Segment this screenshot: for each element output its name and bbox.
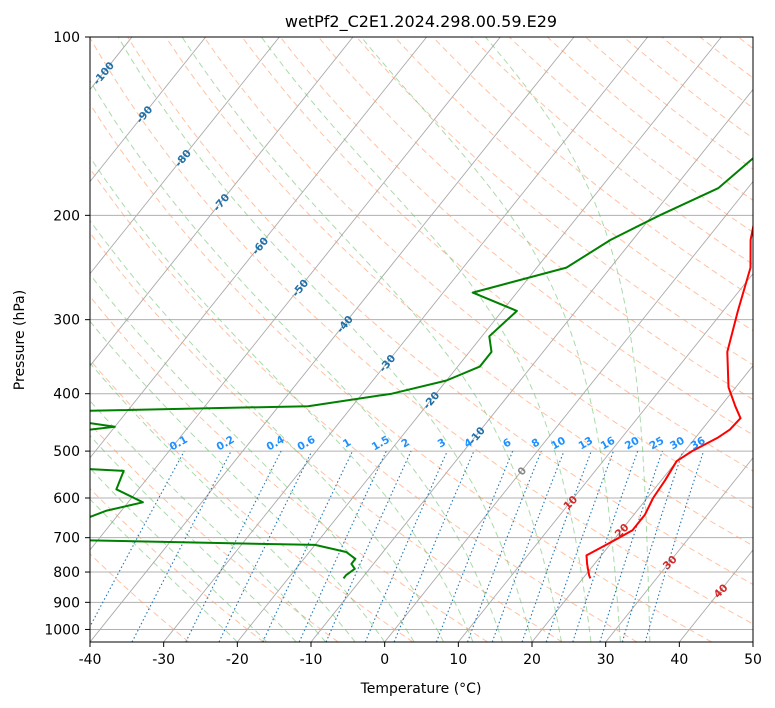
- moist-adiabat-line: [117, 37, 533, 642]
- mixing-ratio-line: [599, 450, 663, 642]
- isotherm-line: [163, 37, 649, 642]
- dry-adiabat-lines: [90, 37, 753, 642]
- mixing-ratio-line: [218, 450, 313, 642]
- isotherm-line: [384, 180, 753, 642]
- plot-background: [90, 37, 753, 642]
- dry-adiabat-line: [90, 295, 488, 642]
- dry-adiabat-line: [90, 102, 712, 642]
- y-tick-label: 800: [53, 565, 80, 581]
- moist-adiabat-line: [485, 37, 651, 642]
- x-tick-label: -30: [152, 652, 175, 668]
- plot-frame: [89, 36, 754, 643]
- isotherm-line: [90, 37, 207, 183]
- moist-adiabat-line: [90, 156, 474, 642]
- dry-adiabat-line: [203, 37, 753, 509]
- x-tick-label: 30: [597, 652, 615, 668]
- dry-adiabat-line: [90, 423, 339, 642]
- mixing-ratio-line: [90, 450, 185, 628]
- mixing-ratio-line: [364, 450, 448, 642]
- y-axis-label: Pressure (hPa): [12, 290, 28, 390]
- moist-adiabat-line: [90, 219, 445, 642]
- isotherm-line: [90, 37, 280, 275]
- x-tick-label: -10: [300, 652, 323, 668]
- x-tick-label: 20: [523, 652, 541, 668]
- moist-adiabat-line: [181, 37, 562, 642]
- moist-adiabat-line: [90, 320, 386, 642]
- dry-adiabat-line: [470, 37, 753, 265]
- sounding-profiles: [90, 151, 753, 580]
- y-tick-label: 300: [53, 313, 80, 329]
- moist-adiabat-line: [90, 435, 297, 642]
- isotherm-line: [752, 641, 753, 642]
- dry-adiabat-line: [165, 37, 753, 547]
- x-tick-label: 40: [670, 652, 688, 668]
- y-tick-label: 1000: [44, 622, 80, 638]
- moist-adiabat-lines: [90, 37, 651, 642]
- chart-title: wetPf2_C2E1.2024.298.00.59.E29: [285, 12, 557, 32]
- y-tick-label: 900: [53, 595, 80, 611]
- y-tick-label: 600: [53, 491, 80, 507]
- moist-adiabat-line: [90, 467, 268, 642]
- dewpoint-profile: [90, 151, 753, 580]
- x-axis-label: Temperature (°C): [360, 681, 482, 697]
- mixing-ratio-line: [545, 450, 614, 642]
- moist-adiabat-line: [90, 273, 415, 642]
- dry-adiabat-line: [279, 37, 753, 436]
- mixing-ratio-line: [262, 450, 353, 642]
- mixing-ratio-lines: [90, 450, 705, 642]
- mixing-ratio-line: [644, 450, 705, 642]
- isotherm-line: [605, 457, 753, 642]
- moist-adiabat-line: [90, 79, 503, 642]
- moist-adiabat-line: [90, 498, 238, 642]
- dry-adiabat-line: [90, 231, 563, 642]
- temperature-profile: [585, 222, 753, 579]
- x-tick-label: 50: [744, 652, 762, 668]
- y-tick-label: 100: [53, 30, 80, 46]
- y-tick-label: 500: [53, 444, 80, 460]
- y-tick-label: 700: [53, 531, 80, 547]
- isotherm-line: [0, 37, 58, 642]
- isotherm-line: [90, 37, 354, 367]
- dry-adiabat-line: [318, 37, 753, 401]
- moist-adiabat-line: [90, 362, 356, 642]
- dry-adiabat-line: [508, 37, 753, 233]
- y-axis-ticks: 100 200 300 400 500 600 700 800 900 1000: [44, 30, 90, 638]
- isotherm-line: [90, 37, 428, 459]
- moist-adiabat-line: [360, 37, 621, 642]
- mixing-ratio-line: [621, 450, 684, 642]
- dry-adiabat-line: [241, 37, 753, 472]
- dry-adiabat-line: [432, 37, 753, 298]
- y-tick-label: 200: [53, 208, 80, 224]
- mixing-ratio-line: [325, 450, 412, 642]
- x-tick-label: -40: [79, 652, 102, 668]
- x-axis-ticks: -40 -30 -20 -10 0 10 20 30 40 50: [79, 642, 762, 668]
- mixing-ratio-line: [393, 450, 475, 642]
- isotherm-line: [457, 272, 753, 642]
- x-tick-label: -20: [226, 652, 249, 668]
- isotherm-lines: [0, 37, 753, 642]
- y-tick-label: 400: [53, 387, 80, 403]
- mixing-ratio-line: [298, 450, 387, 642]
- x-tick-label: 10: [449, 652, 467, 668]
- x-tick-label: 0: [380, 652, 389, 668]
- mixing-ratio-line: [521, 450, 592, 642]
- moist-adiabat-line: [260, 37, 592, 642]
- isotherm-line: [236, 37, 722, 642]
